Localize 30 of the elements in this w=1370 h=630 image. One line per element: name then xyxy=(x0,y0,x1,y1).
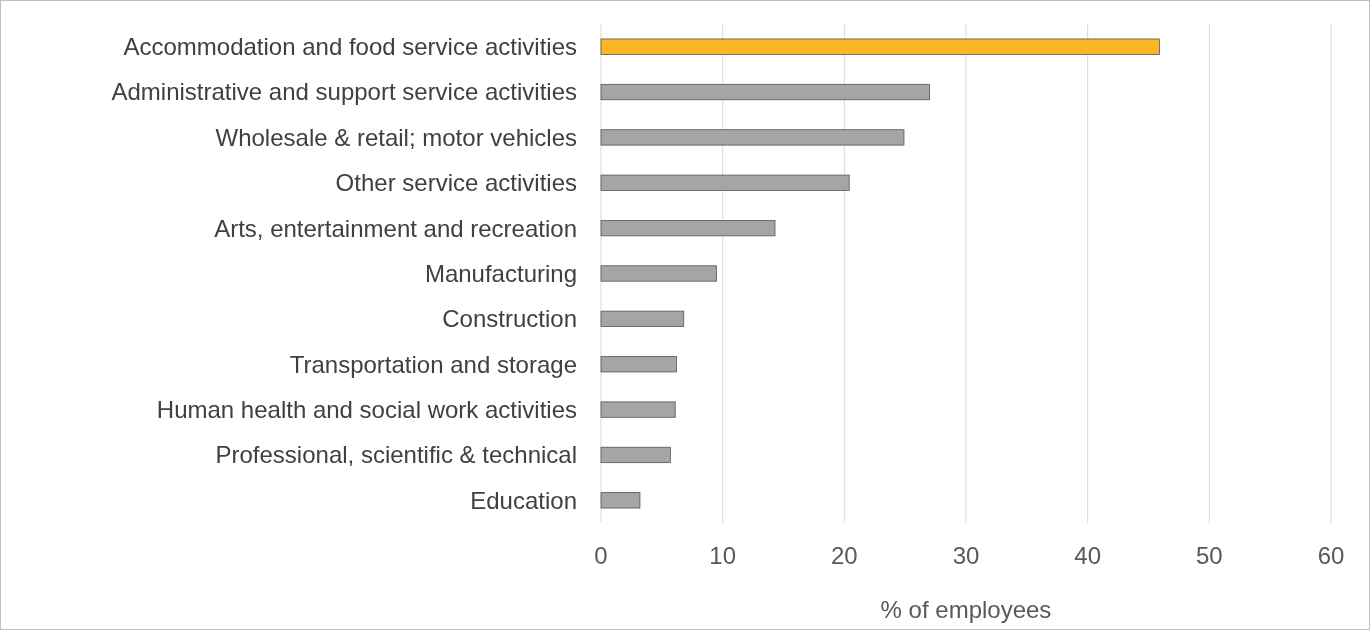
bar xyxy=(600,83,930,101)
y-tick-label: Arts, entertainment and recreation xyxy=(214,214,577,242)
y-tick-label: Professional, scientific & technical xyxy=(215,441,577,469)
x-tick-label: 20 xyxy=(830,542,858,570)
y-tick-label: Wholesale & retail; motor vehicles xyxy=(215,123,577,151)
x-axis-title: % of employees xyxy=(880,596,1052,624)
bar xyxy=(600,310,685,327)
x-tick-label: 60 xyxy=(1317,542,1345,570)
x-tick-label: 10 xyxy=(709,542,737,570)
bar xyxy=(600,492,641,509)
x-tick-label: 30 xyxy=(952,542,980,570)
x-tick-label: 0 xyxy=(594,542,608,570)
y-tick-label: Other service activities xyxy=(335,169,577,197)
y-tick-label: Accommodation and food service activities xyxy=(123,33,577,61)
y-tick-label: Human health and social work activities xyxy=(156,395,577,423)
bar xyxy=(600,220,776,237)
y-tick-label: Manufacturing xyxy=(424,259,577,287)
y-tick-label: Construction xyxy=(442,305,577,333)
y-tick-label: Education xyxy=(470,486,577,514)
bar xyxy=(600,174,850,191)
bar xyxy=(600,265,717,282)
x-tick-label: 40 xyxy=(1074,542,1102,570)
bar xyxy=(600,129,905,146)
bar xyxy=(600,401,676,418)
bar xyxy=(600,446,671,464)
bar xyxy=(600,38,1160,55)
y-tick-label: Transportation and storage xyxy=(289,350,577,378)
y-tick-label: Administrative and support service activities xyxy=(111,78,577,106)
bar xyxy=(600,356,677,373)
x-tick-label: 50 xyxy=(1195,542,1223,570)
